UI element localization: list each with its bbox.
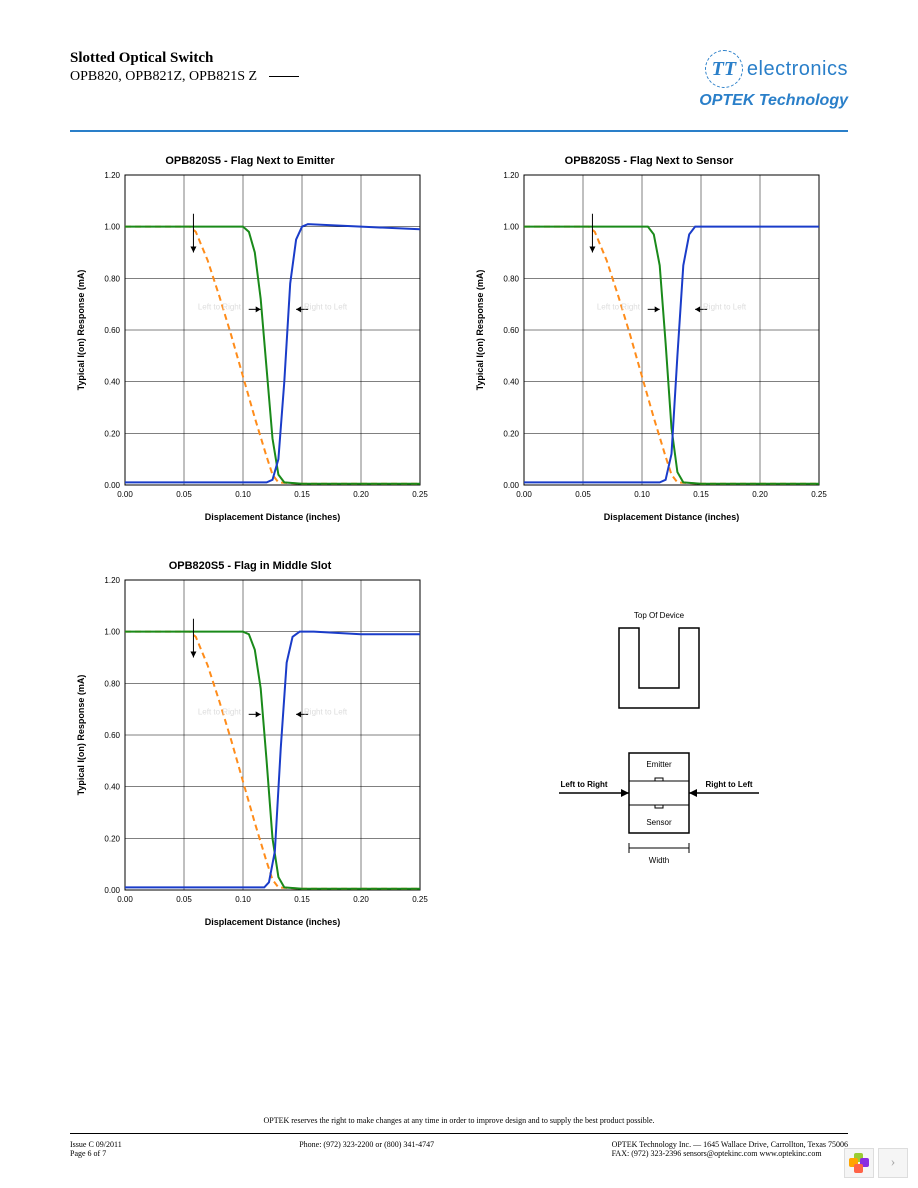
svg-text:OPB820S5 - Flag Next to Sensor: OPB820S5 - Flag Next to Sensor: [565, 155, 734, 167]
svg-text:Right to Left: Right to Left: [304, 302, 348, 311]
chart-flag-sensor: OPB820S5 - Flag Next to Sensor 0.00 0.05 0.…: [469, 150, 829, 530]
part-numbers: OPB820, OPB821Z, OPB821S Z: [70, 69, 257, 84]
tt-brand-text: electronics: [747, 58, 848, 81]
svg-text:0.40: 0.40: [503, 378, 519, 387]
page-number: Page 6 of 7: [70, 1149, 122, 1158]
svg-text:0.20: 0.20: [104, 834, 120, 843]
svg-text:0.15: 0.15: [294, 895, 310, 904]
svg-text:1.20: 1.20: [104, 171, 120, 180]
svg-text:0.20: 0.20: [353, 895, 369, 904]
svg-text:Top Of Device: Top Of Device: [633, 611, 684, 620]
svg-text:Width: Width: [648, 856, 668, 865]
svg-text:1.20: 1.20: [503, 171, 519, 180]
svg-text:Left to Right: Left to Right: [198, 302, 242, 311]
footer-divider: [70, 1133, 848, 1134]
svg-text:0.00: 0.00: [117, 490, 133, 499]
svg-text:Right to Left: Right to Left: [703, 302, 747, 311]
svg-text:0.00: 0.00: [503, 481, 519, 490]
diagram-cell: Top Of Device Emitter Sensor Width Left to R…: [469, 555, 848, 940]
svg-text:Emitter: Emitter: [646, 760, 672, 769]
svg-text:Right to Left: Right to Left: [705, 780, 752, 789]
svg-text:0.00: 0.00: [104, 886, 120, 895]
svg-text:Left to Right: Left to Right: [198, 707, 242, 716]
chart-flag-middle: OPB820S5 - Flag in Middle Slot 0.00 0.05 0.…: [70, 555, 430, 935]
svg-text:1.00: 1.00: [503, 223, 519, 232]
svg-text:Typical I(on) Response (mA): Typical I(on) Response (mA): [475, 270, 485, 391]
issue-text: Issue C 09/2011: [70, 1140, 122, 1149]
footer-right: OPTEK Technology Inc. — 1645 Wallace Dri…: [612, 1140, 848, 1158]
svg-text:0.00: 0.00: [104, 481, 120, 490]
next-arrow-icon[interactable]: ›: [878, 1148, 908, 1178]
underline-blank: [269, 76, 299, 77]
svg-text:0.60: 0.60: [104, 731, 120, 740]
address-text: OPTEK Technology Inc. — 1645 Wallace Dri…: [612, 1140, 848, 1149]
footer: OPTEK reserves the right to make changes…: [70, 1116, 848, 1158]
svg-text:0.00: 0.00: [516, 490, 532, 499]
header-right: TT electronics OPTEK Technology: [699, 50, 848, 110]
disclaimer-text: OPTEK reserves the right to make changes…: [70, 1116, 848, 1125]
svg-text:1.00: 1.00: [104, 628, 120, 637]
tt-circle-icon: TT: [705, 50, 743, 88]
svg-text:0.25: 0.25: [412, 490, 428, 499]
page-header: Slotted Optical Switch OPB820, OPB821Z, …: [70, 50, 848, 110]
charts-grid: OPB820S5 - Flag Next to Emitter 0.00 0.05 0…: [70, 150, 848, 940]
phone-text: Phone: (972) 323-2200 or (800) 341-4747: [299, 1140, 434, 1149]
svg-text:0.15: 0.15: [693, 490, 709, 499]
svg-text:0.25: 0.25: [811, 490, 827, 499]
svg-text:0.60: 0.60: [104, 326, 120, 335]
svg-text:0.25: 0.25: [412, 895, 428, 904]
svg-text:0.40: 0.40: [104, 783, 120, 792]
svg-text:0.80: 0.80: [104, 274, 120, 283]
svg-text:Displacement Distance (inches): Displacement Distance (inches): [604, 512, 740, 522]
optek-brand-text: OPTEK Technology: [699, 92, 848, 110]
svg-text:1.20: 1.20: [104, 576, 120, 585]
svg-text:Left to Right: Left to Right: [560, 780, 607, 789]
chart-cell-emitter: OPB820S5 - Flag Next to Emitter 0.00 0.05 0…: [70, 150, 449, 535]
chart-cell-sensor: OPB820S5 - Flag Next to Sensor 0.00 0.05 0.…: [469, 150, 848, 535]
header-divider: [70, 130, 848, 132]
svg-text:Typical I(on) Response (mA): Typical I(on) Response (mA): [76, 675, 86, 796]
chart-cell-middle: OPB820S5 - Flag in Middle Slot 0.00 0.05 0.…: [70, 555, 449, 940]
footer-left: Issue C 09/2011 Page 6 of 7: [70, 1140, 122, 1158]
svg-text:Displacement Distance (inches): Displacement Distance (inches): [205, 917, 341, 927]
svg-text:0.20: 0.20: [752, 490, 768, 499]
svg-text:0.10: 0.10: [235, 490, 251, 499]
footer-columns: Issue C 09/2011 Page 6 of 7 Phone: (972)…: [70, 1140, 848, 1158]
fax-email-text: FAX: (972) 323-2396 sensors@optekinc.com…: [612, 1149, 848, 1158]
tt-logo: TT electronics: [699, 50, 848, 88]
petal-logo-icon[interactable]: [844, 1148, 874, 1178]
footer-center: Phone: (972) 323-2200 or (800) 341-4747: [299, 1140, 434, 1158]
svg-text:Sensor: Sensor: [646, 818, 672, 827]
svg-text:Displacement Distance (inches): Displacement Distance (inches): [205, 512, 341, 522]
header-left: Slotted Optical Switch OPB820, OPB821Z, …: [70, 50, 299, 85]
svg-text:0.00: 0.00: [117, 895, 133, 904]
svg-text:0.05: 0.05: [575, 490, 591, 499]
svg-text:Typical I(on) Response (mA): Typical I(on) Response (mA): [76, 270, 86, 391]
svg-text:0.10: 0.10: [634, 490, 650, 499]
svg-text:0.05: 0.05: [176, 490, 192, 499]
svg-text:0.60: 0.60: [503, 326, 519, 335]
svg-text:OPB820S5 - Flag in Middle Slot: OPB820S5 - Flag in Middle Slot: [169, 560, 332, 572]
doc-subtitle: OPB820, OPB821Z, OPB821S Z: [70, 69, 299, 85]
svg-text:Left to Right: Left to Right: [597, 302, 641, 311]
svg-text:0.40: 0.40: [104, 378, 120, 387]
svg-text:0.20: 0.20: [353, 490, 369, 499]
svg-text:0.05: 0.05: [176, 895, 192, 904]
svg-text:0.10: 0.10: [235, 895, 251, 904]
svg-text:0.80: 0.80: [104, 679, 120, 688]
svg-text:0.20: 0.20: [104, 429, 120, 438]
svg-text:1.00: 1.00: [104, 223, 120, 232]
svg-text:0.20: 0.20: [503, 429, 519, 438]
svg-text:0.15: 0.15: [294, 490, 310, 499]
chart-flag-emitter: OPB820S5 - Flag Next to Emitter 0.00 0.05 0…: [70, 150, 430, 530]
slot-diagram: Top Of Device Emitter Sensor Width Left to R…: [529, 598, 789, 898]
svg-text:0.80: 0.80: [503, 274, 519, 283]
svg-text:OPB820S5 - Flag Next to Emitte: OPB820S5 - Flag Next to Emitter: [165, 155, 335, 167]
corner-widget: ›: [844, 1148, 908, 1178]
svg-text:Right to Left: Right to Left: [304, 707, 348, 716]
doc-title: Slotted Optical Switch: [70, 50, 299, 67]
